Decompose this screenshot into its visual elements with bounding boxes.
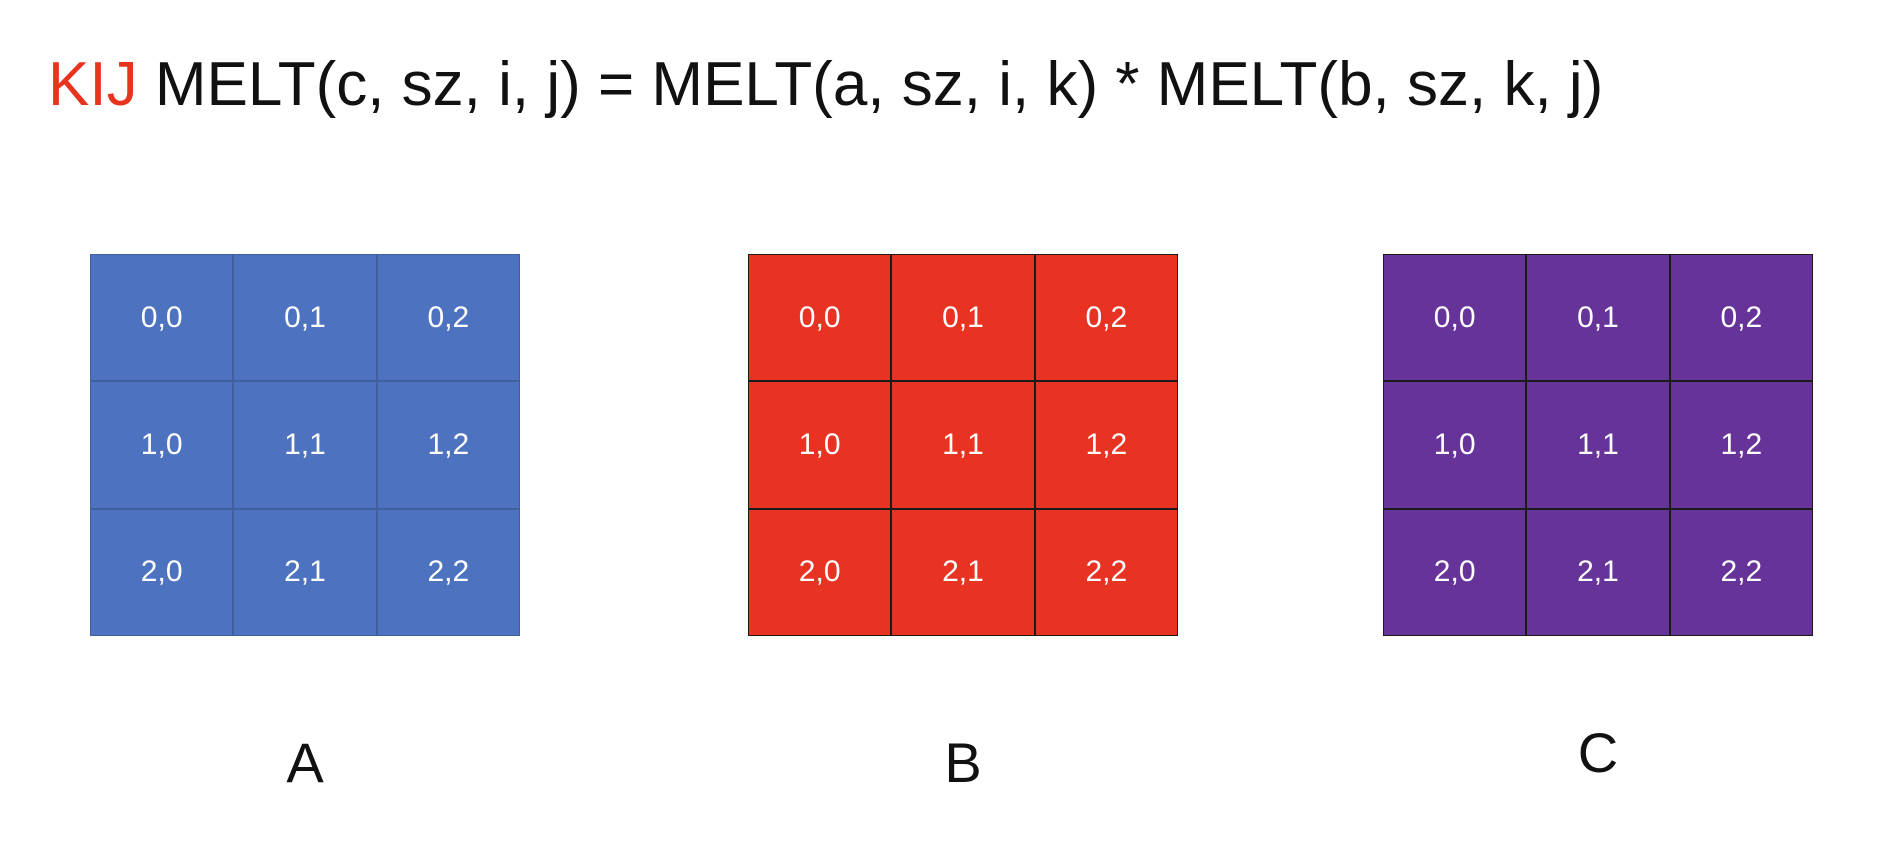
matrix-a-cell: 0,0 — [90, 254, 234, 382]
matrix-b-cell: 2,1 — [891, 508, 1035, 636]
matrix-b-cell: 0,2 — [1034, 254, 1178, 382]
matrix-c-cell: 0,0 — [1383, 254, 1527, 382]
formula-title: KIJ MELT(c, sz, i, j) = MELT(a, sz, i, k… — [48, 40, 1603, 130]
formula-expression: MELT(c, sz, i, j) = MELT(a, sz, i, k) * … — [154, 50, 1604, 119]
matrix-b-cell: 0,1 — [891, 254, 1035, 382]
matrix-c-cell: 2,1 — [1526, 508, 1670, 636]
matrix-c-cell: 1,2 — [1669, 381, 1813, 509]
matrix-c-cell: 0,2 — [1669, 254, 1813, 382]
matrix-b-cell: 0,0 — [748, 254, 892, 382]
matrix-a-cell: 2,2 — [376, 508, 520, 636]
matrix-a-cell: 2,1 — [233, 508, 377, 636]
matrix-a-grid: 0,0 0,1 0,2 1,0 1,1 1,2 2,0 2,1 2,2 — [90, 254, 520, 636]
matrix-a-cell: 2,0 — [90, 508, 234, 636]
matrix-b-label: B — [944, 731, 982, 794]
matrix-b-grid: 0,0 0,1 0,2 1,0 1,1 1,2 2,0 2,1 2,2 — [748, 254, 1178, 636]
matrix-a-label: A — [286, 731, 324, 794]
loop-order-label: KIJ — [48, 50, 138, 119]
matrix-c-cell: 1,0 — [1383, 381, 1527, 509]
matrix-c-cell: 2,0 — [1383, 508, 1527, 636]
matrix-c-cell: 0,1 — [1526, 254, 1670, 382]
matrix-a-cell: 0,1 — [233, 254, 377, 382]
matrix-a-cell: 0,2 — [376, 254, 520, 382]
matrix-a-cell: 1,0 — [90, 381, 234, 509]
matrix-a-cell: 1,2 — [376, 381, 520, 509]
matrix-c-cell: 1,1 — [1526, 381, 1670, 509]
matrix-c-cell: 2,2 — [1669, 508, 1813, 636]
matrix-b-cell: 2,0 — [748, 508, 892, 636]
matrix-b-cell: 1,2 — [1034, 381, 1178, 509]
matrix-a-cell: 1,1 — [233, 381, 377, 509]
matrix-b-cell: 1,1 — [891, 381, 1035, 509]
matrix-b-cell: 2,2 — [1034, 508, 1178, 636]
matrix-c-grid: 0,0 0,1 0,2 1,0 1,1 1,2 2,0 2,1 2,2 — [1383, 254, 1813, 636]
matrix-b-cell: 1,0 — [748, 381, 892, 509]
matrix-c-label: C — [1577, 721, 1619, 784]
